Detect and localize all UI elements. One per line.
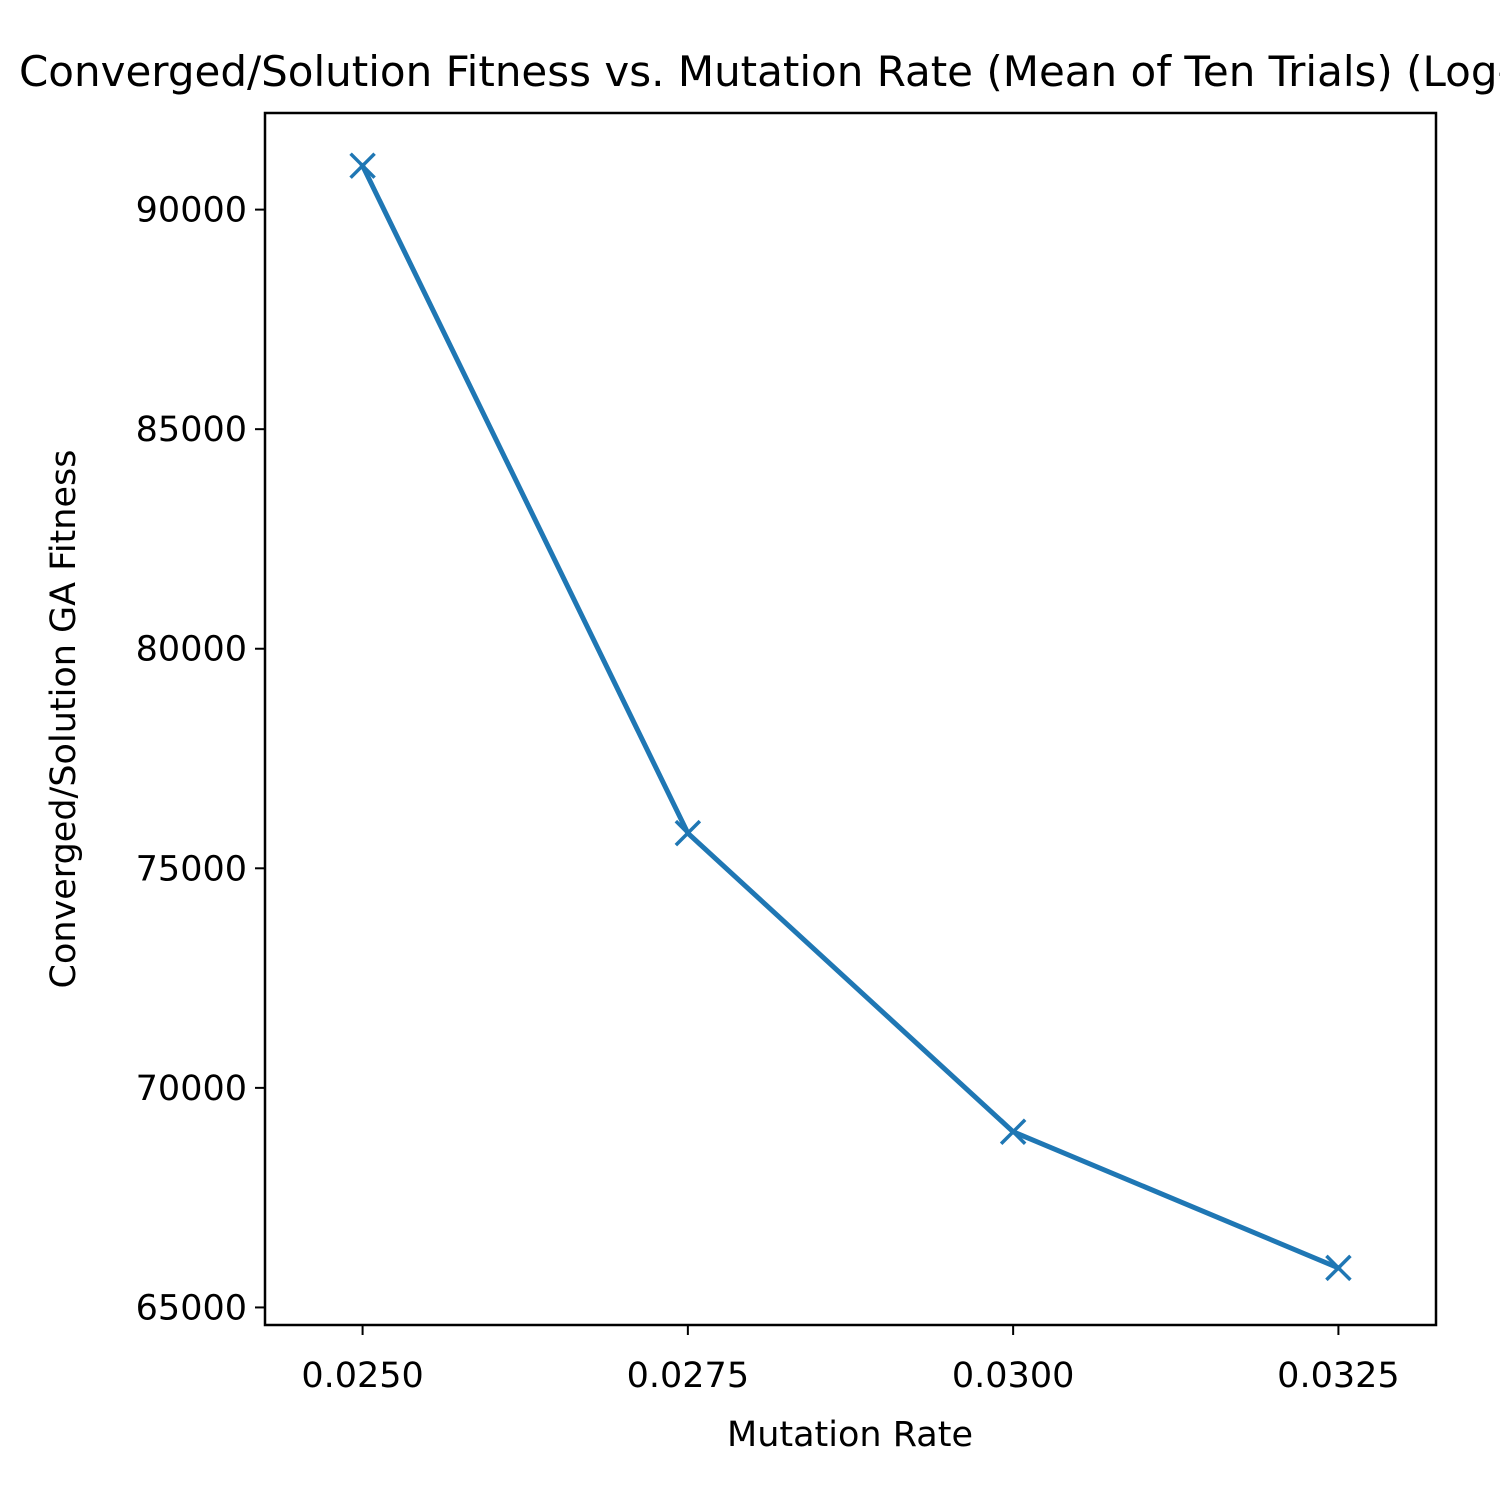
y-tick-label: 70000 [136,1069,247,1109]
x-axis-label: Mutation Rate [727,1415,973,1455]
x-tick-label: 0.0275 [627,1356,749,1396]
x-tick-label: 0.0300 [952,1356,1074,1396]
chart-title: Converged/Solution Fitness vs. Mutation … [19,47,1500,96]
data-point-marker [999,1118,1027,1146]
y-tick-label: 85000 [136,410,247,450]
y-axis-label: Converged/Solution GA Fitness [44,450,84,989]
data-point-marker [349,152,376,179]
x-tick-label: 0.0325 [1277,1356,1399,1396]
data-point-marker [1325,1254,1352,1282]
plot-area: 0.0250 0.0275 0.0300 0.0325 65000 70000 75000 8… [136,111,1438,1396]
series-line [359,162,1342,1272]
x-tick-label: 0.0250 [301,1356,423,1396]
y-tick-label: 65000 [136,1288,247,1328]
data-point-marker [674,819,702,847]
axes-frame [263,111,1438,1327]
y-tick-label: 75000 [136,849,247,889]
y-tick-label: 80000 [136,630,247,670]
y-tick-label: 90000 [136,191,247,231]
